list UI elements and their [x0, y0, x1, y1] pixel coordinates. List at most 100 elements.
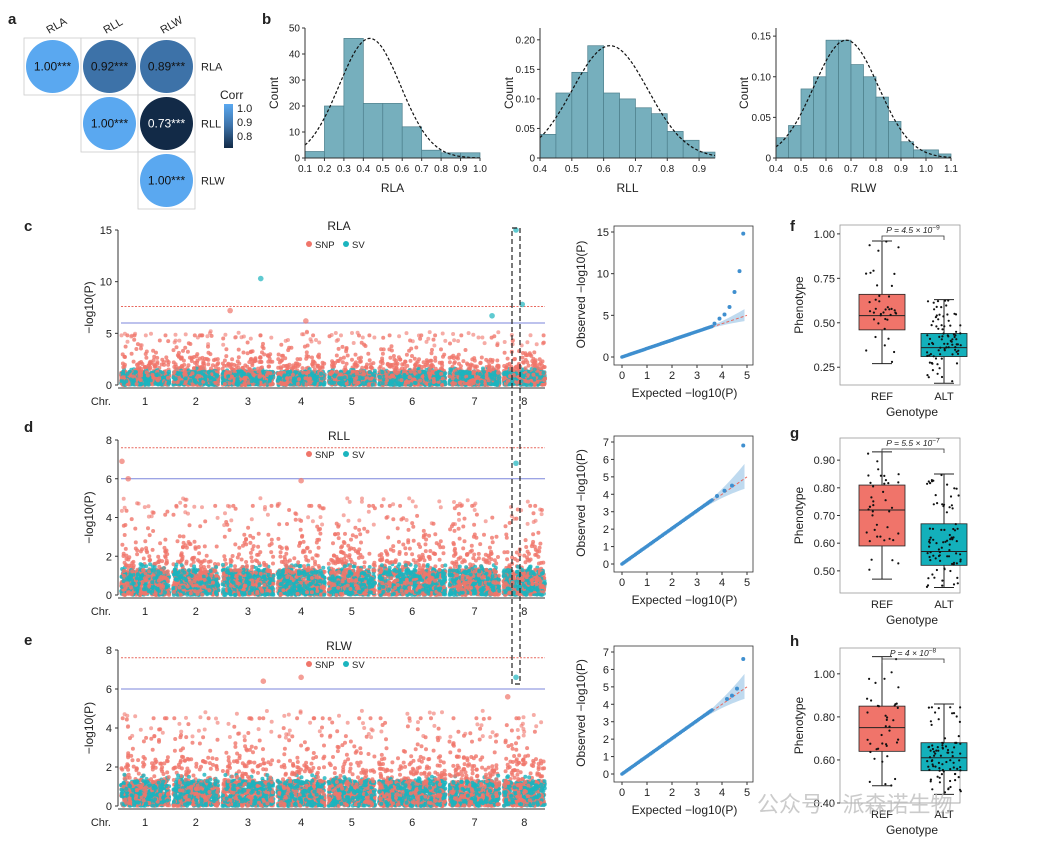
manhattan-point — [415, 374, 420, 379]
histogram-bar — [666, 131, 684, 159]
manhattan-point — [249, 379, 254, 384]
manhattan-point — [183, 345, 188, 350]
histogram-bar — [825, 39, 839, 159]
x-tick-label: 0.9 — [454, 164, 468, 175]
manhattan-point — [367, 358, 372, 363]
manhattan-point — [432, 343, 437, 348]
manhattan-point — [353, 362, 358, 367]
manhattan-point — [366, 351, 371, 356]
corr-value-label: 0.92*** — [91, 60, 129, 74]
manhattan-point — [124, 379, 129, 384]
x-tick-label: 0.4 — [356, 164, 370, 175]
chromosome-label: 6 — [409, 396, 415, 408]
manhattan-point — [359, 340, 364, 345]
manhattan-point — [312, 381, 317, 385]
manhattan-point — [295, 357, 300, 362]
y-tick-label: 50 — [289, 24, 301, 35]
manhattan-point — [227, 381, 232, 386]
manhattan-point — [414, 345, 419, 350]
manhattan-point — [479, 355, 484, 360]
legend-sv-marker — [343, 241, 349, 247]
panel-label-c: c — [24, 218, 32, 235]
matrix-row-label: RLA — [201, 62, 223, 74]
manhattan-point — [239, 372, 244, 377]
manhattan-point — [360, 365, 365, 370]
manhattan-point — [339, 333, 343, 338]
panel-label-h: h — [790, 633, 799, 650]
manhattan-point — [164, 355, 169, 360]
manhattan-point — [371, 361, 376, 366]
histogram-bar — [850, 64, 864, 159]
manhattan-point — [146, 382, 151, 387]
y-tick-label: 0.20 — [516, 35, 536, 46]
manhattan-point — [447, 355, 452, 360]
manhattan-point — [391, 374, 395, 379]
manhattan-point — [260, 365, 264, 370]
manhattan-point — [496, 370, 501, 375]
manhattan-point — [412, 380, 417, 385]
manhattan-point — [206, 350, 211, 355]
manhattan-point — [135, 362, 139, 367]
manhattan-point — [248, 336, 253, 341]
manhattan-point — [301, 332, 306, 337]
manhattan-point — [215, 357, 220, 362]
x-tick-label: 0.5 — [376, 164, 390, 175]
histogram-bar — [619, 98, 636, 159]
y-tick-label: 10 — [289, 128, 301, 139]
manhattan-point — [317, 340, 322, 345]
y-tick-label: 0 — [294, 154, 300, 165]
manhattan-point — [145, 373, 150, 378]
manhattan-point — [355, 330, 360, 335]
manhattan-point — [289, 345, 294, 350]
x-tick-label: 0.7 — [415, 164, 429, 175]
chromosome-label: 8 — [521, 396, 527, 408]
manhattan-point — [154, 376, 159, 381]
manhattan-point — [380, 370, 385, 375]
manhattan-point — [155, 355, 160, 360]
manhattan-point — [119, 379, 124, 384]
manhattan-point — [440, 383, 445, 387]
manhattan-point — [459, 333, 464, 338]
matrix-row-label: RLL — [201, 119, 221, 131]
manhattan-point — [472, 356, 477, 361]
manhattan-point — [129, 351, 134, 356]
manhattan-point — [357, 359, 362, 364]
corr-circle — [140, 97, 193, 150]
y-tick-label: 0.05 — [516, 124, 536, 135]
manhattan-point — [131, 359, 136, 364]
manhattan-point — [210, 363, 215, 368]
manhattan-point — [257, 374, 262, 379]
manhattan-point — [340, 344, 345, 349]
manhattan-point — [350, 357, 354, 362]
manhattan-point — [372, 335, 377, 340]
manhattan-point — [166, 375, 170, 380]
corr-circle — [83, 97, 136, 150]
histogram-bar — [571, 71, 589, 159]
manhattan-point — [336, 337, 341, 342]
manhattan-point — [165, 358, 170, 363]
chromosome-label: 3 — [245, 396, 251, 408]
manhattan-point — [242, 381, 247, 386]
manhattan-point — [268, 352, 273, 357]
manhattan-point — [317, 355, 321, 360]
manhattan-point — [395, 361, 400, 366]
manhattan-point — [133, 331, 138, 336]
y-tick-label: 0.05 — [752, 113, 772, 124]
manhattan-point — [442, 379, 447, 384]
manhattan-point — [340, 378, 345, 383]
x-tick-label: 0.9 — [692, 164, 706, 175]
manhattan-point — [288, 369, 293, 374]
manhattan-point — [344, 361, 349, 366]
manhattan-point — [131, 374, 135, 379]
manhattan-point — [137, 381, 142, 386]
manhattan-point — [380, 351, 385, 356]
corr-circle — [140, 154, 193, 207]
manhattan-point — [408, 358, 413, 363]
manhattan-point — [350, 369, 355, 374]
manhattan-point — [370, 382, 375, 387]
manhattan-point — [417, 369, 422, 374]
x-tick-label: 0.5 — [565, 164, 579, 175]
manhattan-point — [140, 362, 145, 366]
x-tick-label: 1.1 — [944, 164, 958, 175]
manhattan-point — [339, 372, 344, 377]
